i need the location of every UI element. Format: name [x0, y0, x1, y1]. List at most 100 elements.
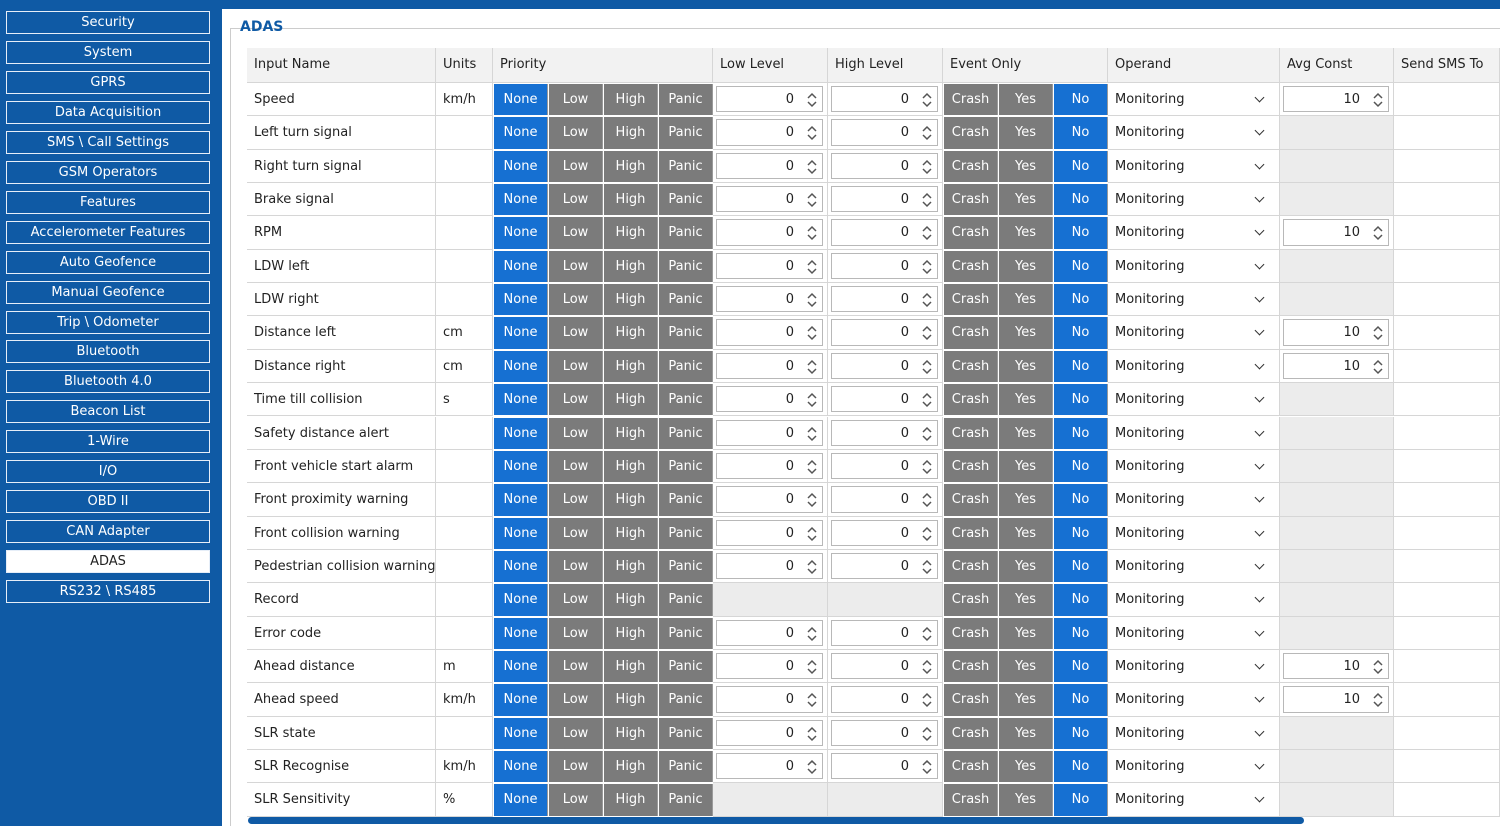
event-button[interactable]: No — [1054, 684, 1108, 716]
priority-button[interactable]: High — [604, 284, 658, 316]
sidebar-item[interactable]: Accelerometer Features — [6, 220, 210, 244]
event-button[interactable]: No — [1054, 250, 1108, 283]
number-input[interactable]: 0 — [716, 686, 823, 713]
sidebar-item[interactable]: 1-Wire — [6, 430, 210, 454]
priority-button[interactable]: High — [604, 417, 658, 449]
number-input[interactable]: 0 — [831, 286, 938, 313]
spinner[interactable] — [806, 390, 818, 410]
priority-button[interactable]: Panic — [659, 584, 713, 616]
priority-button[interactable]: High — [604, 684, 658, 716]
event-button[interactable]: Crash — [944, 350, 998, 383]
number-input[interactable]: 10 — [1283, 652, 1389, 680]
spinner[interactable] — [921, 190, 933, 210]
priority-button[interactable]: High — [604, 650, 658, 683]
spinner[interactable] — [1372, 690, 1384, 710]
number-input[interactable]: 0 — [716, 486, 823, 513]
event-button[interactable]: Crash — [944, 717, 998, 749]
priority-button[interactable]: None — [494, 584, 548, 616]
spinner[interactable] — [1372, 90, 1384, 110]
event-button[interactable]: Crash — [944, 117, 998, 149]
number-input[interactable]: 0 — [716, 219, 823, 246]
spinner[interactable] — [1372, 223, 1384, 243]
priority-button[interactable]: Low — [549, 117, 603, 149]
operand-dropdown[interactable]: Monitoring — [1108, 649, 1280, 684]
priority-button[interactable]: Low — [549, 217, 603, 249]
priority-button[interactable]: High — [604, 317, 658, 349]
sidebar-item[interactable]: System — [6, 40, 210, 64]
priority-button[interactable]: High — [604, 217, 658, 249]
spinner[interactable] — [921, 524, 933, 544]
event-button[interactable]: Crash — [944, 517, 998, 549]
spinner[interactable] — [921, 457, 933, 477]
event-button[interactable]: Yes — [999, 284, 1053, 316]
operand-dropdown[interactable]: Monitoring — [1108, 583, 1280, 617]
operand-dropdown[interactable]: Monitoring — [1108, 83, 1280, 117]
priority-button[interactable]: Panic — [659, 550, 713, 583]
operand-dropdown[interactable]: Monitoring — [1108, 416, 1280, 450]
priority-button[interactable]: High — [604, 717, 658, 749]
priority-button[interactable]: None — [494, 751, 548, 783]
spinner[interactable] — [806, 690, 818, 710]
priority-button[interactable]: Panic — [659, 250, 713, 283]
priority-button[interactable]: Low — [549, 317, 603, 349]
priority-button[interactable]: Panic — [659, 484, 713, 516]
priority-button[interactable]: None — [494, 717, 548, 749]
event-button[interactable]: Yes — [999, 250, 1053, 283]
number-input[interactable]: 0 — [831, 219, 938, 246]
priority-button[interactable]: None — [494, 517, 548, 549]
operand-dropdown[interactable]: Monitoring — [1108, 516, 1280, 550]
operand-dropdown[interactable]: Monitoring — [1108, 149, 1280, 184]
event-button[interactable]: Yes — [999, 350, 1053, 383]
event-button[interactable]: No — [1054, 584, 1108, 616]
event-button[interactable]: No — [1054, 617, 1108, 649]
priority-button[interactable]: High — [604, 751, 658, 783]
event-button[interactable]: No — [1054, 284, 1108, 316]
priority-button[interactable]: None — [494, 484, 548, 516]
spinner[interactable] — [921, 123, 933, 143]
priority-button[interactable]: Low — [549, 450, 603, 483]
priority-button[interactable]: None — [494, 217, 548, 249]
event-button[interactable]: No — [1054, 217, 1108, 249]
event-button[interactable]: Crash — [944, 684, 998, 716]
priority-button[interactable]: High — [604, 384, 658, 416]
event-button[interactable]: Yes — [999, 784, 1053, 816]
priority-button[interactable]: High — [604, 584, 658, 616]
priority-button[interactable]: Low — [549, 484, 603, 516]
number-input[interactable]: 0 — [831, 552, 938, 580]
event-button[interactable]: No — [1054, 751, 1108, 783]
spinner[interactable] — [806, 290, 818, 310]
spinner[interactable] — [806, 223, 818, 243]
event-button[interactable]: Crash — [944, 550, 998, 583]
priority-button[interactable]: Low — [549, 717, 603, 749]
operand-dropdown[interactable]: Monitoring — [1108, 316, 1280, 350]
operand-dropdown[interactable]: Monitoring — [1108, 616, 1280, 650]
operand-dropdown[interactable]: Monitoring — [1108, 549, 1280, 584]
event-button[interactable]: No — [1054, 517, 1108, 549]
priority-button[interactable]: Panic — [659, 784, 713, 816]
number-input[interactable]: 0 — [831, 519, 938, 546]
number-input[interactable]: 0 — [716, 753, 823, 780]
number-input[interactable]: 0 — [716, 386, 823, 413]
scrollbar[interactable] — [248, 817, 1304, 824]
sidebar-item[interactable]: I/O — [6, 460, 210, 484]
number-input[interactable]: 0 — [831, 619, 938, 646]
spinner[interactable] — [806, 424, 818, 444]
number-input[interactable]: 0 — [831, 486, 938, 513]
sidebar-item[interactable]: OBD II — [6, 490, 210, 514]
event-button[interactable]: No — [1054, 417, 1108, 449]
number-input[interactable]: 0 — [831, 419, 938, 446]
spinner[interactable] — [1372, 357, 1384, 377]
number-input[interactable]: 10 — [1283, 686, 1389, 713]
event-button[interactable]: Crash — [944, 150, 998, 183]
priority-button[interactable]: None — [494, 117, 548, 149]
priority-button[interactable]: Panic — [659, 717, 713, 749]
spinner[interactable] — [921, 724, 933, 744]
operand-dropdown[interactable]: Monitoring — [1108, 483, 1280, 517]
event-button[interactable]: No — [1054, 717, 1108, 749]
event-button[interactable]: No — [1054, 184, 1108, 216]
priority-button[interactable]: High — [604, 150, 658, 183]
priority-button[interactable]: None — [494, 784, 548, 816]
priority-button[interactable]: High — [604, 517, 658, 549]
event-button[interactable]: Yes — [999, 517, 1053, 549]
priority-button[interactable]: None — [494, 350, 548, 383]
